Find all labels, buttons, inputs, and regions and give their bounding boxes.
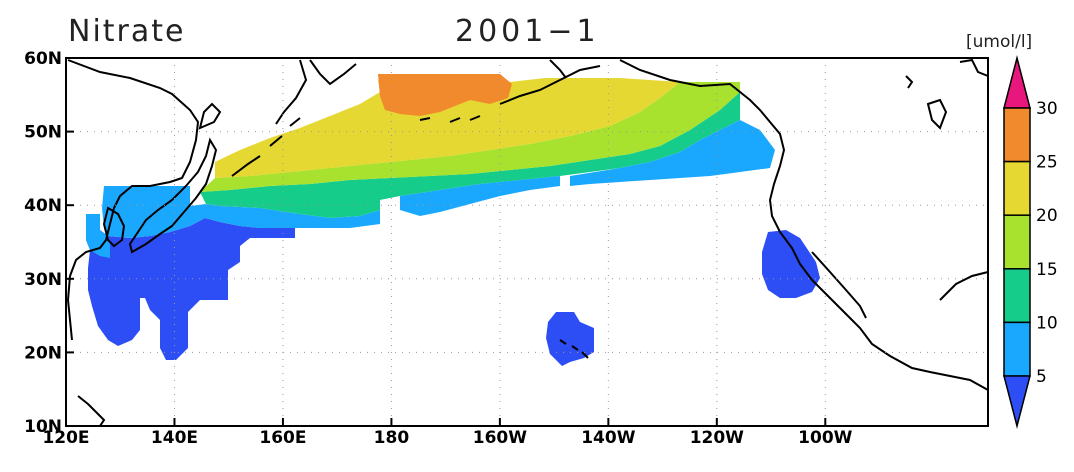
field-25-30: [378, 74, 512, 116]
coastline-kuril: [231, 117, 301, 177]
y-tick-label: 50N: [24, 123, 62, 143]
coastline-alaska: [549, 59, 989, 391]
x-tick-label: 140E: [151, 428, 198, 448]
coastline-mexico-east: [939, 271, 989, 301]
x-tick-label: 120E: [42, 428, 89, 448]
x-tick-label: 160E: [259, 428, 306, 448]
nitrate-field: [86, 74, 820, 366]
colorbar-label: 5: [1036, 367, 1047, 387]
field-20-25: [215, 78, 680, 178]
field-california-low: [762, 230, 820, 298]
coastline-philippines: [77, 395, 106, 427]
coastline-kamchatka: [275, 59, 357, 125]
colorbar-label: 10: [1036, 313, 1058, 333]
coastline-korea: [102, 206, 126, 248]
colorbar-label: 20: [1036, 206, 1058, 226]
colorbar-max-arrow: [1003, 55, 1031, 109]
coastlines: [66, 58, 989, 427]
coastline-asia: [66, 59, 200, 341]
period-title: 2001−1: [455, 14, 600, 49]
colorbar-swatch: [1003, 268, 1031, 324]
colorbar-min-arrow: [1003, 375, 1031, 429]
x-tick-label: 120W: [690, 428, 744, 448]
field-east-pacific-5-10: [570, 120, 775, 186]
x-tick-label: 140W: [581, 428, 635, 448]
colorbar-swatch: [1003, 107, 1031, 163]
colorbar-label: 30: [1036, 99, 1058, 119]
y-axis: 10N 20N 30N 40N 50N 60N: [24, 49, 74, 437]
field-10-15: [200, 92, 740, 218]
y-tick-label: 60N: [24, 49, 62, 69]
y-tick-label: 30N: [24, 270, 62, 290]
x-tick-label: 160W: [473, 428, 527, 448]
y-tick-label: 40N: [24, 196, 62, 216]
colorbar-swatch: [1003, 214, 1031, 270]
colorbar-label: 15: [1036, 260, 1058, 280]
map-frame: [65, 57, 989, 427]
colorbar-label: 25: [1036, 153, 1058, 173]
x-tick-label: 100W: [798, 428, 852, 448]
coastline-baja: [811, 251, 867, 319]
field-central-5-10: [400, 176, 560, 216]
y-tick-label: 10N: [24, 417, 62, 437]
coastline-canada-islands: [905, 58, 989, 130]
colorbar-swatch: [1003, 160, 1031, 216]
field-west-pacific-low: [86, 214, 295, 360]
coastline-hawaii: [559, 339, 589, 359]
variable-title: Nitrate: [68, 14, 186, 49]
coastline-aleutians: [419, 65, 601, 123]
units-label: [umol/l]: [966, 32, 1033, 52]
y-tick-label: 20N: [24, 343, 62, 363]
field-15-20: [200, 82, 740, 192]
x-tick-label: 180: [374, 428, 410, 448]
x-axis: 120E 140E 160E 180 160W 140W 120W 100W: [42, 418, 853, 448]
field-west-pacific-5-10: [86, 186, 380, 258]
colorbar: 5 10 15 20 25 30: [1003, 55, 1058, 429]
colorbar-swatch: [1003, 321, 1031, 377]
coastline-japan: [128, 102, 222, 254]
